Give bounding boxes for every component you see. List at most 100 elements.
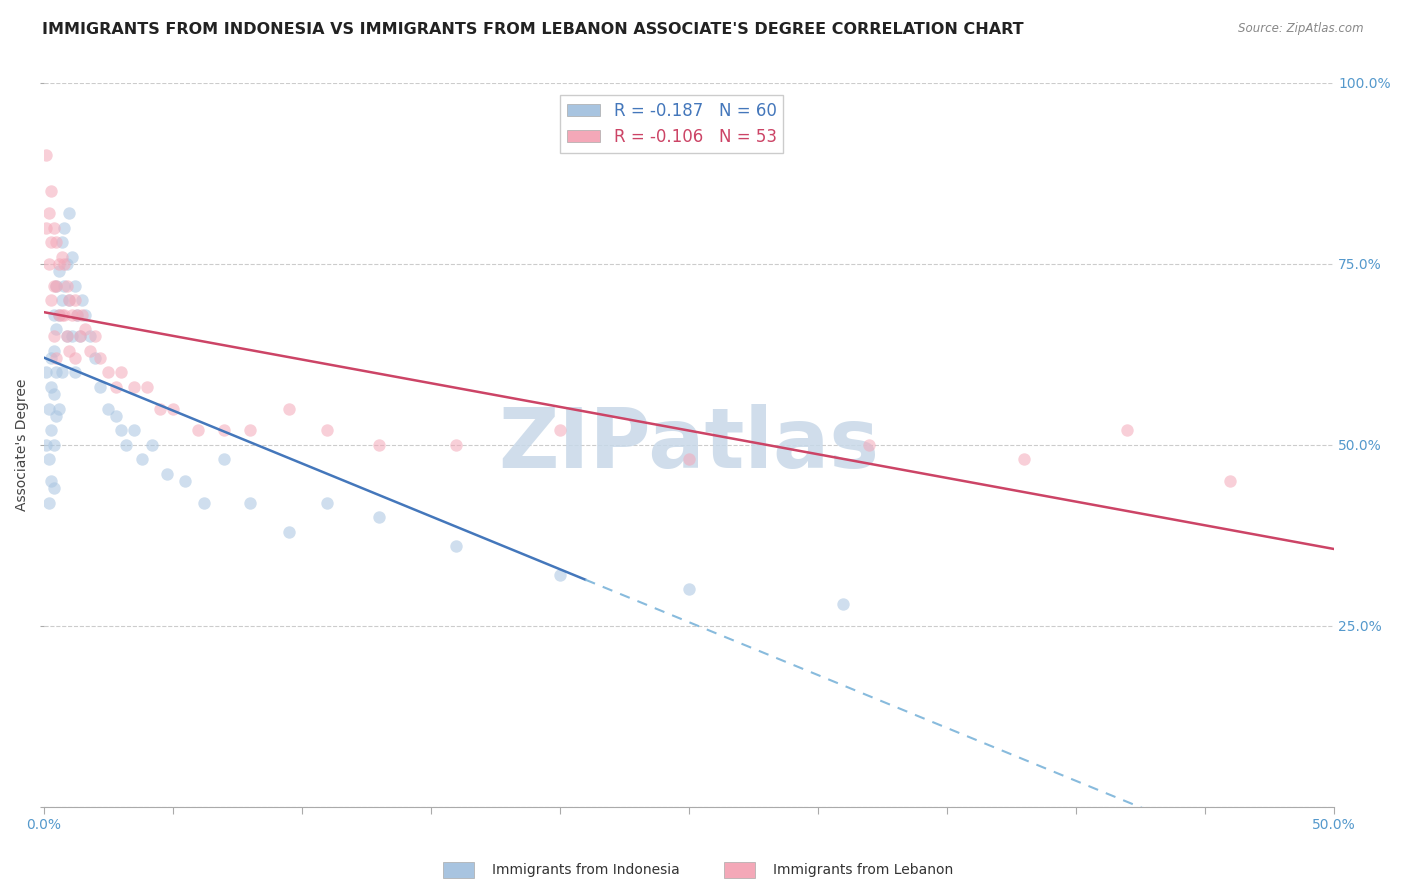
Point [122, 423, 145, 437]
Point [368, 510, 391, 524]
Point [53, 278, 76, 293]
Point [149, 401, 172, 416]
Point [35, 220, 58, 235]
Point [69, 329, 91, 343]
Point [41, 474, 63, 488]
Point [56, 329, 79, 343]
Point [41, 185, 63, 199]
Point [239, 496, 262, 510]
Point [66, 308, 89, 322]
Point [174, 474, 197, 488]
Point [63, 351, 86, 365]
Point [35, 148, 58, 162]
Point [45, 235, 67, 249]
Point [162, 401, 184, 416]
Point [135, 380, 157, 394]
Point [42, 387, 65, 401]
Y-axis label: Associate's Degree: Associate's Degree [15, 378, 30, 511]
Point [56, 278, 79, 293]
Point [63, 278, 86, 293]
Point [832, 597, 855, 611]
Point [41, 351, 63, 365]
Point [73, 308, 96, 322]
Point [678, 582, 700, 597]
Point [548, 423, 571, 437]
Point [42, 481, 65, 495]
Point [548, 568, 571, 582]
Point [51, 308, 73, 322]
Point [58, 343, 80, 358]
Point [53, 220, 76, 235]
Point [446, 438, 468, 452]
Point [316, 496, 339, 510]
Text: Immigrants from Indonesia: Immigrants from Indonesia [492, 863, 681, 877]
Point [45, 278, 67, 293]
Point [316, 423, 339, 437]
Point [48, 257, 70, 271]
Point [110, 423, 132, 437]
Point [97, 365, 120, 379]
Point [193, 496, 215, 510]
Point [53, 308, 76, 322]
Point [51, 365, 73, 379]
Point [72, 293, 94, 307]
Point [58, 293, 80, 307]
Point [42, 220, 65, 235]
Text: IMMIGRANTS FROM INDONESIA VS IMMIGRANTS FROM LEBANON ASSOCIATE'S DEGREE CORRELAT: IMMIGRANTS FROM INDONESIA VS IMMIGRANTS … [42, 22, 1024, 37]
Point [48, 264, 70, 278]
Point [56, 329, 79, 343]
Point [41, 423, 63, 437]
Point [35, 365, 58, 379]
Point [42, 329, 65, 343]
Point [38, 452, 60, 467]
Text: Source: ZipAtlas.com: Source: ZipAtlas.com [1239, 22, 1364, 36]
Point [858, 438, 880, 452]
Point [41, 293, 63, 307]
Point [48, 308, 70, 322]
Point [45, 365, 67, 379]
Point [89, 351, 111, 365]
Point [51, 250, 73, 264]
Point [277, 524, 299, 539]
Point [60, 308, 83, 322]
Point [58, 293, 80, 307]
Text: ZIPatlas: ZIPatlas [498, 404, 879, 485]
Point [56, 257, 79, 271]
Point [141, 438, 163, 452]
Point [212, 452, 235, 467]
Point [368, 438, 391, 452]
Point [446, 539, 468, 553]
Point [38, 401, 60, 416]
Point [41, 380, 63, 394]
Point [42, 308, 65, 322]
Point [1219, 474, 1241, 488]
Point [156, 467, 179, 481]
Point [45, 351, 67, 365]
Point [38, 257, 60, 271]
Point [48, 308, 70, 322]
Point [51, 293, 73, 307]
Point [38, 496, 60, 510]
Point [1012, 452, 1035, 467]
Point [678, 452, 700, 467]
Point [84, 351, 107, 365]
Point [45, 278, 67, 293]
Text: Immigrants from Lebanon: Immigrants from Lebanon [773, 863, 953, 877]
Point [42, 438, 65, 452]
Point [79, 329, 101, 343]
Point [212, 423, 235, 437]
Point [60, 329, 83, 343]
Point [239, 423, 262, 437]
Point [45, 409, 67, 423]
Point [42, 343, 65, 358]
Point [110, 365, 132, 379]
Point [53, 257, 76, 271]
Point [1116, 423, 1139, 437]
Point [104, 409, 127, 423]
Point [187, 423, 209, 437]
Point [63, 293, 86, 307]
Point [35, 438, 58, 452]
Point [89, 380, 111, 394]
Point [66, 308, 89, 322]
Point [72, 308, 94, 322]
